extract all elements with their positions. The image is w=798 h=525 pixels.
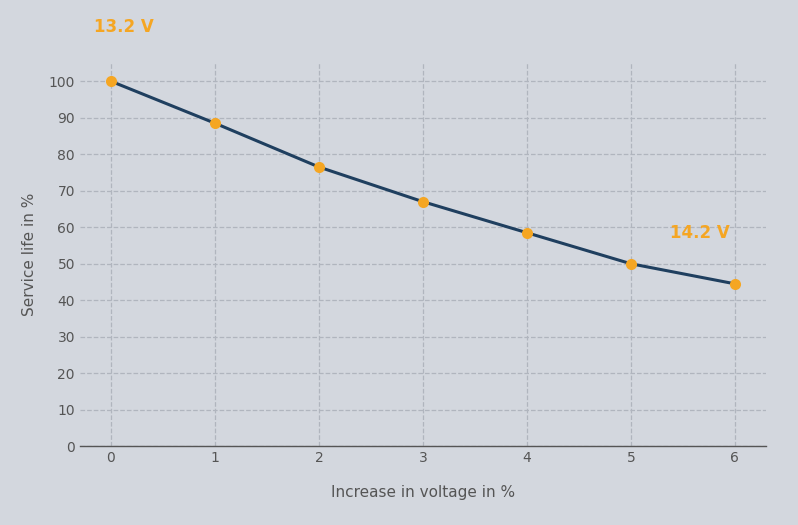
Point [208, 119, 221, 128]
Point [625, 259, 638, 268]
Text: 14.2 V: 14.2 V [670, 224, 730, 242]
Point [729, 280, 741, 288]
Point [417, 197, 429, 206]
Text: 13.2 V: 13.2 V [93, 18, 153, 36]
Point [520, 228, 533, 237]
Point [313, 163, 326, 171]
X-axis label: Increase in voltage in %: Increase in voltage in % [331, 485, 515, 500]
Point [105, 77, 117, 86]
Y-axis label: Service life in %: Service life in % [22, 193, 38, 316]
